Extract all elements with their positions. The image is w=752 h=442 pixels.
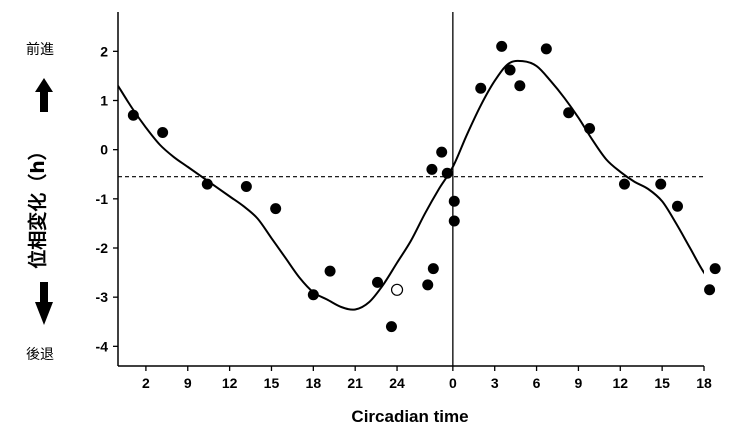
y-tick-label: -1 — [96, 191, 109, 207]
data-point — [385, 321, 397, 333]
y-tick-label: 1 — [100, 93, 108, 109]
y-axis-title: 位相変化（h） — [26, 141, 49, 269]
y-tick-label: 2 — [100, 43, 108, 59]
data-point — [426, 163, 438, 175]
data-point — [448, 195, 460, 207]
y-tick-label: -2 — [96, 240, 109, 256]
y-tick-label: -4 — [96, 338, 109, 354]
x-axis-title: Circadian time — [351, 407, 468, 426]
fit-curve-layer — [118, 59, 704, 311]
delay-label: 後退 — [26, 347, 54, 363]
data-point — [270, 203, 282, 215]
x-tick-label: 12 — [222, 375, 238, 391]
data-point — [540, 43, 552, 55]
data-point — [157, 126, 169, 138]
data-point — [496, 40, 508, 52]
data-point — [441, 167, 453, 179]
x-tick-label: 0 — [449, 375, 457, 391]
data-point — [618, 178, 630, 190]
x-tick-label: 21 — [347, 375, 363, 391]
y-tick-label: 0 — [100, 142, 108, 158]
data-point — [448, 215, 460, 227]
data-point — [704, 284, 716, 296]
y-tick-label: -3 — [96, 289, 109, 305]
data-point — [422, 279, 434, 291]
data-point — [427, 263, 439, 275]
x-tick-label: 24 — [389, 375, 405, 391]
x-tick-label: 15 — [654, 375, 670, 391]
x-tick-label: 9 — [575, 375, 583, 391]
data-point — [504, 64, 516, 76]
data-point-open — [390, 283, 404, 296]
data-point — [584, 123, 596, 135]
data-point — [324, 265, 336, 277]
advance-label: 前進 — [26, 41, 54, 58]
advance-arrow-icon — [35, 78, 53, 112]
data-point — [240, 181, 252, 193]
data-point — [655, 178, 667, 190]
data-point — [201, 178, 213, 190]
data-point — [372, 276, 384, 288]
data-point — [671, 200, 683, 212]
x-tick-label: 9 — [184, 375, 192, 391]
fit-curve — [118, 59, 704, 311]
data-point — [514, 80, 526, 92]
data-point — [475, 82, 487, 94]
x-tick-label: 2 — [142, 375, 150, 391]
x-tick-label: 12 — [612, 375, 628, 391]
data-point — [307, 289, 319, 301]
data-point — [709, 263, 721, 275]
data-point — [127, 109, 139, 121]
data-point — [436, 146, 448, 158]
x-tick-label: 15 — [264, 375, 280, 391]
x-tick-label: 3 — [491, 375, 499, 391]
data-points-layer — [127, 40, 721, 333]
data-point — [563, 107, 575, 119]
x-tick-label: 18 — [696, 375, 712, 391]
delay-arrow-icon — [35, 282, 53, 325]
x-tick-label: 18 — [306, 375, 322, 391]
x-tick-label: 6 — [533, 375, 541, 391]
